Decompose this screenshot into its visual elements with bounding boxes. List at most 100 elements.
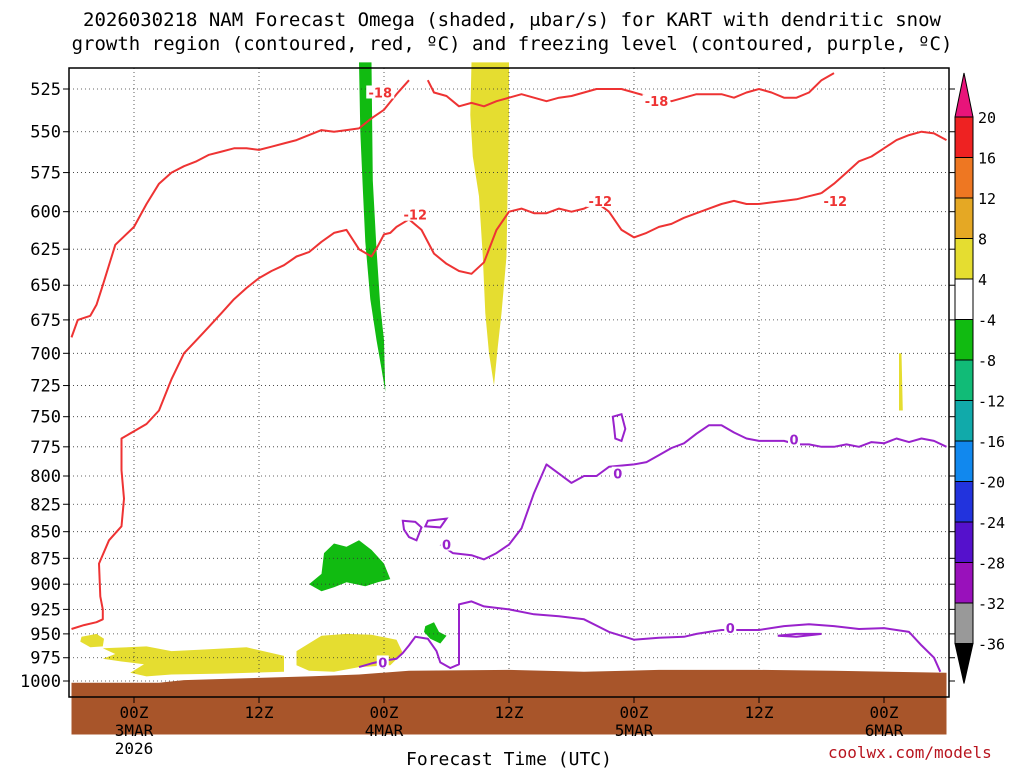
y-tick-label: 850 (30, 523, 61, 543)
y-tick-label: 800 (30, 467, 61, 487)
y-tick-label: 675 (30, 311, 61, 331)
axes-labels-layer: 525 550 575 600 625 650 675 700 725 750 775 800 825 8… (20, 80, 955, 768)
x-tick-label: 12Z (745, 703, 774, 722)
contour-loop-1 (401, 519, 423, 542)
colorbar-label: 8 (978, 231, 987, 249)
colorbar-label: -20 (978, 474, 1005, 492)
colorbar-label: 20 (978, 109, 996, 127)
x-tick-label: 12Z (245, 703, 274, 722)
colorbar-swatch (954, 238, 974, 280)
plot-frame (68, 67, 950, 698)
x-tick-label: 2026 (115, 739, 154, 758)
contour-label-bg (821, 193, 850, 207)
contour-label: -12 (589, 195, 613, 210)
omega-region-yellow-small-right (899, 353, 903, 411)
contour-loop-3 (777, 632, 822, 638)
y-tick-label: 625 (30, 240, 61, 260)
contour-label-bg (788, 432, 800, 446)
colorbar-swatch (954, 116, 974, 158)
x-tick-label: 00Z (870, 703, 899, 722)
contour-label-bg (642, 94, 671, 108)
contour-label: -12 (824, 195, 848, 210)
colorbar-swatch (954, 157, 974, 199)
x-tick-label: 4MAR (365, 721, 404, 740)
colorbar-label: -28 (978, 555, 1005, 573)
colorbar-label: -36 (978, 636, 1005, 654)
contour-lines-layer: -18 -18 -12 -12 -12 0 0 0 0 0 (70, 72, 947, 673)
contour-line-1 (70, 79, 410, 338)
colorbar-swatch (954, 481, 974, 523)
colorbar-swatch (954, 197, 974, 239)
y-tick-label: 700 (30, 344, 61, 364)
contour-label-bg (440, 537, 453, 551)
plot-frame-layer (68, 67, 950, 698)
omega-region-green-lower (309, 540, 391, 592)
x-tick-label: 00Z (120, 703, 149, 722)
contour-label: -18 (369, 86, 393, 101)
contour-line-0 (426, 72, 835, 108)
contour-label: 0 (789, 434, 798, 449)
colorbar-swatch (954, 562, 974, 604)
omega-shading-layer (80, 62, 903, 677)
x-axis-label: Forecast Time (UTC) (406, 749, 612, 768)
y-tick-label: 725 (30, 377, 61, 397)
contour-loop-2 (423, 517, 449, 529)
contour-label-bg (586, 193, 615, 207)
contour-label: 0 (613, 468, 622, 483)
colorbar-swatch (954, 319, 974, 361)
colorbar-label: -4 (978, 312, 996, 330)
omega-region-yellow-upper (470, 62, 509, 386)
omega-region-green-small (424, 622, 447, 644)
colorbar-swatch (954, 602, 974, 644)
x-tick-label: 00Z (370, 703, 399, 722)
contour-label: 0 (442, 539, 451, 554)
y-tick-label: 950 (30, 625, 61, 645)
credit-text[interactable]: coolwx.com/models (828, 743, 992, 762)
x-tick-label: 12Z (495, 703, 524, 722)
contour-line-4 (439, 424, 947, 561)
contour-loop-0 (611, 412, 627, 443)
contour-line-3 (358, 600, 942, 673)
y-tick-label: 975 (30, 649, 61, 669)
colorbar-swatch (954, 400, 974, 442)
colorbar-label: 4 (978, 271, 987, 289)
colorbar-label: 16 (978, 150, 996, 168)
chart-title-line-2: growth region (contoured, red, ºC) and f… (71, 33, 953, 55)
x-tick-label: 00Z (620, 703, 649, 722)
colorbar-label: -24 (978, 514, 1005, 532)
contour-label-bg (376, 655, 389, 669)
colorbar-bottom-arrow (954, 643, 974, 684)
x-tick-label: 6MAR (865, 721, 904, 740)
colorbar-label: -12 (978, 393, 1005, 411)
y-tick-label: 550 (30, 123, 61, 143)
grid-layer (69, 68, 949, 697)
y-tick-label: 825 (30, 495, 61, 515)
contour-label: 0 (726, 622, 735, 637)
colorbar-label: -8 (978, 352, 996, 370)
y-tick-label: 1000 (20, 672, 61, 692)
colorbar-swatch (954, 359, 974, 401)
y-tick-label: 600 (30, 203, 61, 223)
contour-label-bg (724, 621, 737, 635)
contour-label-bg (611, 466, 624, 480)
contour-line-2 (71, 130, 947, 630)
colorbar-swatch (954, 440, 974, 482)
chart-title-line-1: 2026030218 NAM Forecast Omega (shaded, μ… (83, 9, 941, 31)
y-tick-label: 925 (30, 600, 61, 620)
x-tick-label: 3MAR (115, 721, 154, 740)
omega-region-yellow-lower-left (102, 646, 284, 677)
y-tick-label: 650 (30, 276, 61, 296)
contour-label: -12 (404, 209, 428, 224)
contour-label: 0 (378, 656, 387, 671)
colorbar-swatch (954, 278, 974, 320)
colorbar-label: -16 (978, 433, 1005, 451)
omega-region-yellow-small-left (80, 633, 104, 648)
colorbar: 20 16 12 8 4 -4 -8 -12 -16 -20 -24 -28 -32 -36 (954, 72, 1005, 684)
colorbar-swatch (954, 521, 974, 563)
y-tick-label: 575 (30, 164, 61, 184)
omega-region-green-upper (359, 62, 386, 392)
y-tick-label: 775 (30, 438, 61, 458)
colorbar-label: 12 (978, 190, 996, 208)
y-tick-label: 750 (30, 408, 61, 428)
